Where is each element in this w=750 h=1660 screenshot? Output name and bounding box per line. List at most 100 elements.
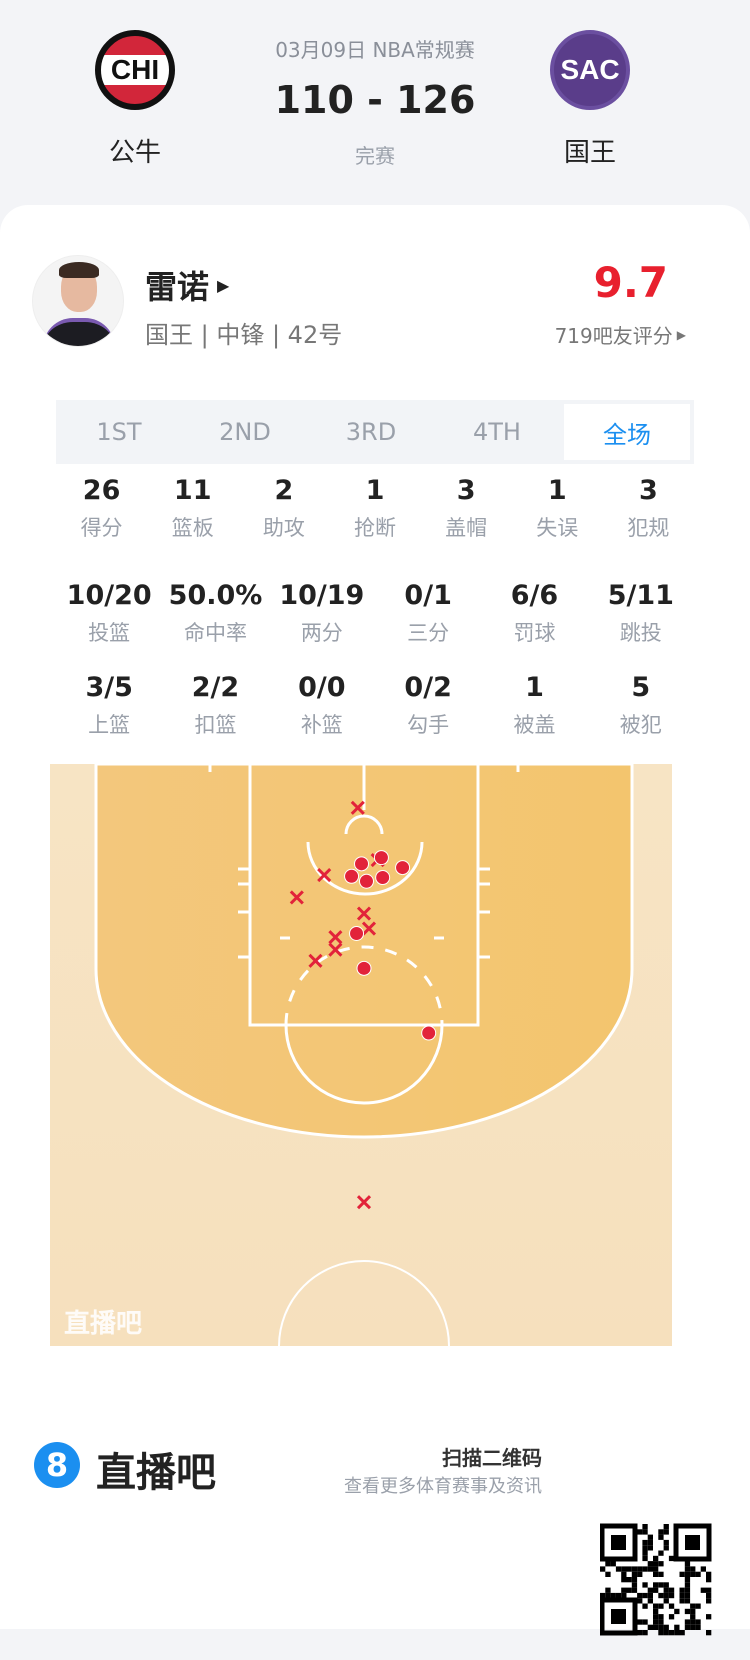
sac-abbr: SAC <box>560 54 620 85</box>
stat-item: 0/1 三分 <box>375 580 481 647</box>
restricted-area <box>306 841 424 896</box>
stat-value: 6/6 <box>510 580 559 611</box>
stat-item: 0/0 补篮 <box>269 672 375 739</box>
stat-value: 5 <box>631 672 651 703</box>
stat-label: 投篮 <box>88 621 131 645</box>
rim-arc <box>344 814 384 835</box>
caret-right-icon: ▶ <box>676 327 686 342</box>
missed-shot-marker <box>356 1195 372 1210</box>
stat-item: 5 被犯 <box>588 672 694 739</box>
stat-label: 勾手 <box>407 713 450 737</box>
stat-item: 6/6 罚球 <box>481 580 587 647</box>
stat-item: 1 失误 <box>512 475 603 542</box>
rating-count-link[interactable]: 719吧友评分 ▶ <box>555 320 686 349</box>
tab-4th[interactable]: 4TH <box>473 418 521 446</box>
stat-label: 犯规 <box>627 516 670 540</box>
made-shot-marker <box>349 925 365 941</box>
stat-value: 2/2 <box>191 672 240 703</box>
stat-label: 罚球 <box>513 621 556 645</box>
ft-circle-top <box>284 945 444 1026</box>
lane-hashes <box>238 867 490 959</box>
chi-abbr: CHI <box>110 54 160 85</box>
player-name-link[interactable]: 雷诺 ▶ <box>145 262 229 308</box>
stat-value: 3 <box>456 475 476 506</box>
stat-label: 失误 <box>536 516 579 540</box>
stat-label: 扣篮 <box>194 713 237 737</box>
ft-circle-bottom <box>284 1024 444 1105</box>
qr-code[interactable] <box>600 1500 712 1660</box>
player-rating: 9.7 <box>593 258 668 307</box>
stat-label: 两分 <box>300 621 343 645</box>
stat-item: 1 被盖 <box>481 672 587 739</box>
sac-team-logo[interactable]: SAC <box>550 30 630 110</box>
stat-item: 11 篮板 <box>147 475 238 542</box>
stat-item: 5/11 跳投 <box>588 580 694 647</box>
stat-item: 2/2 扣篮 <box>162 672 268 739</box>
stat-value: 10/19 <box>279 580 365 611</box>
made-shot-marker <box>356 960 372 976</box>
stat-value: 1 <box>525 672 544 703</box>
stat-label: 补篮 <box>300 713 343 737</box>
missed-shot-marker <box>289 890 304 905</box>
missed-shot-marker <box>350 800 365 815</box>
stat-value: 1 <box>547 475 567 506</box>
stat-value: 0/2 <box>404 672 452 703</box>
stat-value: 50.0% <box>168 580 263 611</box>
stat-item: 0/2 勾手 <box>375 672 481 739</box>
stat-value: 10/20 <box>66 580 152 611</box>
player-avatar[interactable] <box>32 255 124 347</box>
brand-name: 直播吧 <box>96 1450 216 1496</box>
stat-item: 26 得分 <box>56 475 147 542</box>
stat-value: 1 <box>365 475 385 506</box>
made-shot-marker <box>373 850 389 866</box>
brand-logo-icon: 8 <box>34 1442 80 1488</box>
stat-label: 上篮 <box>88 713 131 737</box>
tab-2nd[interactable]: 2ND <box>219 418 271 446</box>
missed-shot-marker <box>328 942 343 957</box>
stats-row-shooting: 10/20 投篮 50.0% 命中率 10/19 两分 0/1 三分 6/6 罚球 5/11 跳投 <box>56 580 694 647</box>
player-name: 雷诺 <box>145 268 210 306</box>
stat-item: 3 犯规 <box>603 475 694 542</box>
stat-value: 0/1 <box>404 580 452 611</box>
stat-label: 篮板 <box>171 516 214 540</box>
tab-1st[interactable]: 1ST <box>96 418 142 446</box>
stat-item: 10/19 两分 <box>269 580 375 647</box>
missed-shot-marker <box>308 953 323 968</box>
scan-qr-title: 扫描二维码 <box>442 1446 542 1470</box>
caret-right-icon: ▶ <box>217 275 230 295</box>
stat-value: 11 <box>173 475 212 506</box>
stat-label: 跳投 <box>619 621 662 645</box>
stat-value: 5/11 <box>607 580 674 611</box>
made-shot-marker <box>344 868 360 884</box>
made-shot-marker <box>421 1025 437 1041</box>
three-point-line <box>94 764 634 1139</box>
stat-label: 助攻 <box>262 516 305 540</box>
chi-team-logo[interactable]: CHI <box>95 30 175 110</box>
stat-value: 26 <box>82 475 121 506</box>
home-team-name: 公牛 <box>108 138 161 168</box>
tab-full-game[interactable]: 全场 <box>564 404 690 460</box>
stat-label: 三分 <box>407 621 450 645</box>
stat-item: 50.0% 命中率 <box>162 580 268 647</box>
stat-label: 抢断 <box>353 516 396 540</box>
tab-3rd[interactable]: 3RD <box>345 418 397 446</box>
stat-value: 0/0 <box>298 672 346 703</box>
stat-item: 3/5 上篮 <box>56 672 162 739</box>
missed-shot-marker <box>361 921 377 936</box>
missed-shot-marker <box>328 930 343 945</box>
game-score: 110 - 126 <box>274 78 476 122</box>
stats-row-basic: 26 得分 11 篮板 2 助攻 1 抢断 3 盖帽 1 失误 3 犯规 <box>56 475 694 542</box>
made-shot-marker <box>354 856 370 872</box>
stat-item: 2 助攻 <box>238 475 329 542</box>
stat-label: 命中率 <box>183 621 247 645</box>
period-tabs: 1ST 2ND 3RD 4TH 全场 <box>56 400 694 464</box>
shot-chart: 直播吧 <box>50 764 672 1346</box>
made-shot-marker <box>358 873 374 889</box>
missed-shot-marker <box>317 867 332 883</box>
missed-shot-marker <box>356 906 372 921</box>
rating-count: 719吧友评分 <box>554 324 673 348</box>
center-circle <box>278 1260 450 1346</box>
scan-qr-subtitle: 查看更多体育赛事及资讯 <box>344 1476 542 1497</box>
stat-item: 10/20 投篮 <box>56 580 162 647</box>
stat-item: 1 抢断 <box>329 475 420 542</box>
